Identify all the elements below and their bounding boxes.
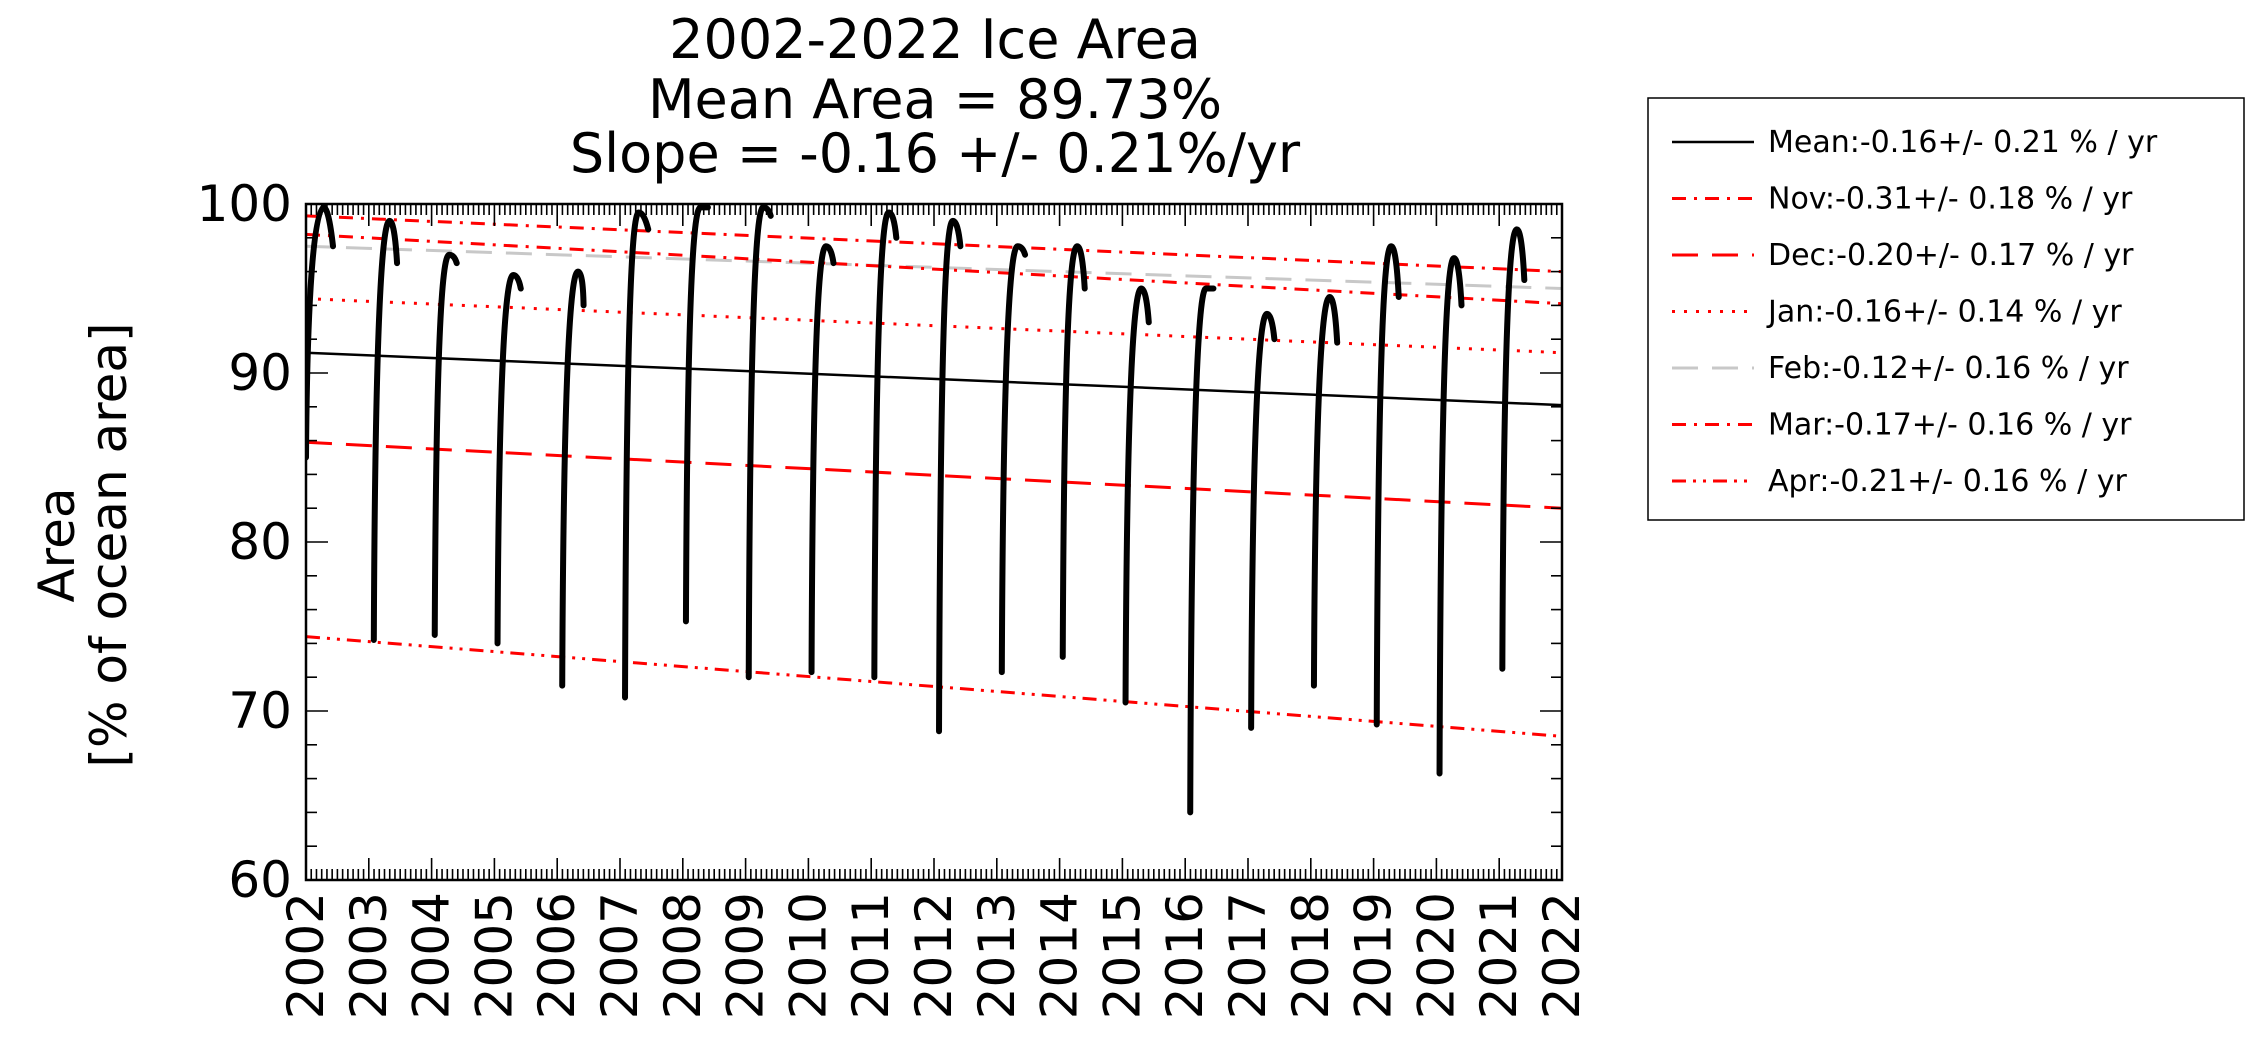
trend-line-2 — [306, 440, 1562, 510]
x-tick-label: 2021 — [1470, 892, 1528, 1019]
trend-line-1 — [306, 214, 1562, 274]
season-curve-2020 — [1436, 255, 1465, 777]
x-tick-label: 2022 — [1533, 892, 1591, 1019]
season-curve-2018 — [1310, 293, 1341, 689]
legend: Mean:-0.16+/- 0.21 % / yr Nov:-0.31+/- 0.… — [1647, 97, 2245, 521]
season-curve-2007 — [622, 209, 652, 701]
y-tick-label: 90 — [228, 344, 292, 402]
x-tick-label: 2016 — [1156, 892, 1214, 1019]
season-curve-2014 — [1059, 243, 1088, 660]
x-tick-label: 2002 — [277, 892, 335, 1019]
x-tick-label: 2008 — [654, 892, 712, 1019]
title-line-2: Mean Area = 89.73% — [648, 68, 1222, 131]
legend-box — [1647, 97, 2245, 521]
season-curve-2021 — [1499, 226, 1528, 672]
x-tick-label: 2019 — [1345, 892, 1403, 1019]
trend-line-4 — [306, 244, 1562, 290]
season-curve-2011 — [871, 209, 900, 681]
chart-title: 2002-2022 Ice Area Mean Area = 89.73% Sl… — [570, 8, 1301, 185]
y-tick-label: 100 — [197, 175, 292, 233]
season-curve-2017 — [1248, 310, 1278, 731]
x-tick-label: 2018 — [1282, 892, 1340, 1019]
y-tick-label: 80 — [228, 513, 292, 571]
x-tick-label: 2009 — [717, 892, 775, 1019]
ylabel-line-2: [% of ocean area] — [80, 322, 138, 767]
x-tick-label: 2010 — [779, 892, 837, 1019]
trend-lines — [306, 214, 1562, 738]
ylabel-line-1: Area — [28, 487, 86, 602]
legend-label-0: Mean:-0.16+/- 0.21 % / yr — [1768, 125, 2158, 160]
x-tick-label: 2013 — [968, 892, 1026, 1019]
x-tick-label: 2004 — [403, 892, 461, 1019]
season-curve-2008 — [682, 204, 711, 625]
y-tick-label: 60 — [228, 851, 292, 909]
y-axis-label: Area [% of ocean area] — [28, 322, 138, 767]
x-tick-label: 2012 — [905, 892, 963, 1019]
x-tick-label: 2017 — [1219, 892, 1277, 1019]
legend-label-4: Feb:-0.12+/- 0.16 % / yr — [1768, 351, 2129, 386]
season-curve-2003 — [370, 217, 401, 644]
season-curve-2013 — [998, 243, 1029, 676]
legend-label-5: Mar:-0.17+/- 0.16 % / yr — [1768, 408, 2132, 443]
season-curve-2016 — [1187, 285, 1217, 816]
season-curve-2019 — [1373, 243, 1402, 728]
legend-label-6: Apr:-0.21+/- 0.16 % / yr — [1768, 464, 2127, 499]
season-curve-2006 — [559, 268, 587, 689]
legend-label-3: Jan:-0.16+/- 0.14 % / yr — [1766, 295, 2122, 330]
ice-area-series — [306, 204, 1528, 816]
trend-line-5 — [306, 232, 1562, 306]
season-curve-2005 — [494, 271, 524, 647]
trend-line-3 — [306, 297, 1562, 355]
y-tick-label: 70 — [228, 682, 292, 740]
title-line-1: 2002-2022 Ice Area — [669, 8, 1201, 71]
trend-line-6 — [306, 635, 1562, 738]
x-tick-label: 2011 — [842, 892, 900, 1019]
x-tick-label: 2006 — [528, 892, 586, 1019]
season-curve-2004 — [431, 251, 460, 638]
season-curve-2010 — [808, 243, 837, 676]
legend-label-2: Dec:-0.20+/- 0.17 % / yr — [1768, 238, 2134, 273]
season-curve-2012 — [936, 217, 964, 735]
x-tick-label: 2014 — [1031, 892, 1089, 1019]
season-curve-2015 — [1122, 285, 1152, 706]
trend-line-0 — [306, 351, 1562, 407]
x-tick-label: 2005 — [465, 892, 523, 1019]
title-line-3: Slope = -0.16 +/- 0.21%/yr — [570, 122, 1301, 185]
plot-frame — [304, 202, 1564, 882]
x-tick-label: 2015 — [1093, 892, 1151, 1019]
x-tick-label: 2007 — [591, 892, 649, 1019]
season-curve-2009 — [745, 204, 774, 681]
legend-label-1: Nov:-0.31+/- 0.18 % / yr — [1768, 182, 2133, 217]
season-curve-2002 — [306, 204, 337, 461]
x-tick-label: 2003 — [340, 892, 398, 1019]
x-tick-label: 2020 — [1407, 892, 1465, 1019]
